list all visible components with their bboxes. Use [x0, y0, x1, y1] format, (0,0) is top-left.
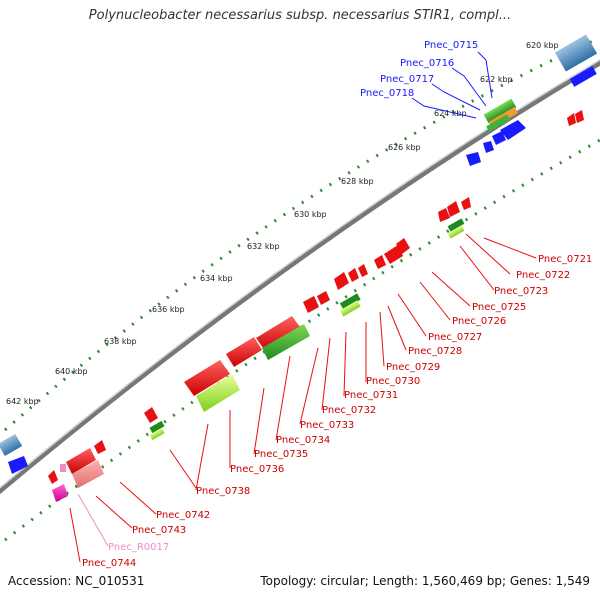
gene-label: Pnec_0733 — [300, 420, 354, 431]
leader-lines-bottom — [69, 233, 537, 563]
gene-block — [262, 324, 310, 360]
gene-label: Pnec_0734 — [276, 435, 330, 446]
scale-label: 626 kbp — [388, 143, 421, 152]
gene-arrow — [483, 141, 494, 153]
gene-arrow — [348, 268, 359, 282]
gene-block — [196, 374, 240, 412]
gene-label: Pnec_0744 — [82, 558, 136, 569]
gene-arrow — [303, 296, 319, 313]
gene-block — [149, 420, 165, 434]
gene-block — [52, 484, 68, 502]
gene-block — [339, 300, 361, 317]
gene-arrow — [94, 440, 106, 454]
gene-label: Pnec_0722 — [516, 270, 570, 281]
gene-arrow — [438, 208, 450, 222]
gene-label: Pnec_0736 — [230, 464, 284, 475]
rna-features — [483, 98, 518, 132]
gene-block — [72, 460, 104, 488]
gene-block — [447, 225, 465, 239]
scale-labels: 620 kbp 622 kbp 624 kbp 626 kbp 628 kbp … — [6, 41, 559, 406]
gene-arrow — [447, 201, 460, 217]
gene-block — [226, 337, 262, 367]
gene-arrow — [500, 120, 526, 140]
gene-block — [66, 448, 96, 474]
gene-block — [256, 316, 302, 352]
scale-label: 638 kbp — [104, 337, 137, 346]
gene-arrow — [48, 470, 58, 484]
gene-block — [149, 427, 165, 441]
gene-block — [339, 293, 361, 310]
gene-label: Pnec_0721 — [538, 254, 592, 265]
scale-label: 628 kbp — [341, 177, 374, 186]
scale-label: 634 kbp — [200, 274, 233, 283]
scale-label: 642 kbp — [6, 397, 39, 406]
gene-label: Pnec_0725 — [472, 302, 526, 313]
rna-block — [486, 114, 510, 132]
rna-block — [60, 464, 66, 472]
gene-arrow — [567, 113, 576, 126]
gene-arrow — [144, 407, 158, 423]
gene-label: Pnec_R0017 — [108, 542, 169, 553]
gene-label: Pnec_0742 — [156, 510, 210, 521]
genome-backbone-highlight — [0, 59, 600, 489]
gene-label: Pnec_0730 — [366, 376, 420, 387]
inner-features — [52, 218, 465, 502]
gene-arrow — [374, 255, 386, 269]
scale-label: 636 kbp — [152, 305, 185, 314]
gene-arrow — [466, 152, 481, 166]
gene-label: Pnec_0738 — [196, 486, 250, 497]
gene-label: Pnec_0727 — [428, 332, 482, 343]
bottom-labels: Pnec_0721 Pnec_0722 Pnec_0723 Pnec_0725 … — [82, 254, 592, 569]
gene-label: Pnec_0731 — [344, 390, 398, 401]
top-labels: Pnec_0715 Pnec_0716 Pnec_0717 Pnec_0718 — [360, 40, 478, 99]
gene-label: Pnec_0718 — [360, 88, 414, 99]
gene-arrow — [396, 238, 410, 254]
scale-label: 620 kbp — [526, 41, 559, 50]
scale-label: 632 kbp — [247, 242, 280, 251]
scale-label: 624 kbp — [434, 109, 467, 118]
outer-scale-ring — [4, 38, 596, 432]
gene-label: Pnec_0723 — [494, 286, 548, 297]
reverse-features — [48, 110, 584, 484]
genome-stats-label: Topology: circular; Length: 1,560,469 bp… — [260, 574, 590, 588]
gene-label: Pnec_0728 — [408, 346, 462, 357]
scale-label: 630 kbp — [294, 210, 327, 219]
gene-label: Pnec_0735 — [254, 449, 308, 460]
rna-block — [483, 98, 517, 124]
scale-label: 640 kbp — [55, 367, 88, 376]
gene-arrow — [569, 66, 597, 87]
gene-block — [554, 34, 598, 72]
gene-arrow — [492, 131, 506, 145]
gene-label: Pnec_0743 — [132, 525, 186, 536]
gene-arrow — [461, 197, 471, 210]
gene-block — [447, 218, 465, 232]
leader-lines-top — [411, 51, 493, 119]
gene-block — [0, 433, 23, 457]
gene-label: Pnec_0716 — [400, 58, 454, 69]
gene-block — [184, 360, 230, 396]
gene-label: Pnec_0717 — [380, 74, 434, 85]
gene-label: Pnec_0726 — [452, 316, 506, 327]
accession-label: Accession: NC_010531 — [8, 574, 145, 588]
gene-arrow — [317, 291, 330, 305]
gene-arrow — [358, 264, 368, 277]
scale-label: 622 kbp — [480, 75, 513, 84]
gene-arrow — [384, 245, 403, 264]
gene-label: Pnec_0732 — [322, 405, 376, 416]
gene-arrow — [334, 272, 349, 290]
map-title: Polynucleobacter necessarius subsp. nece… — [88, 8, 512, 23]
gene-arrow — [575, 110, 584, 123]
gene-label: Pnec_0729 — [386, 362, 440, 373]
gene-arrow — [8, 456, 28, 474]
gene-label: Pnec_0715 — [424, 40, 478, 51]
leader-line-rna — [77, 493, 109, 547]
forward-features — [0, 34, 598, 474]
